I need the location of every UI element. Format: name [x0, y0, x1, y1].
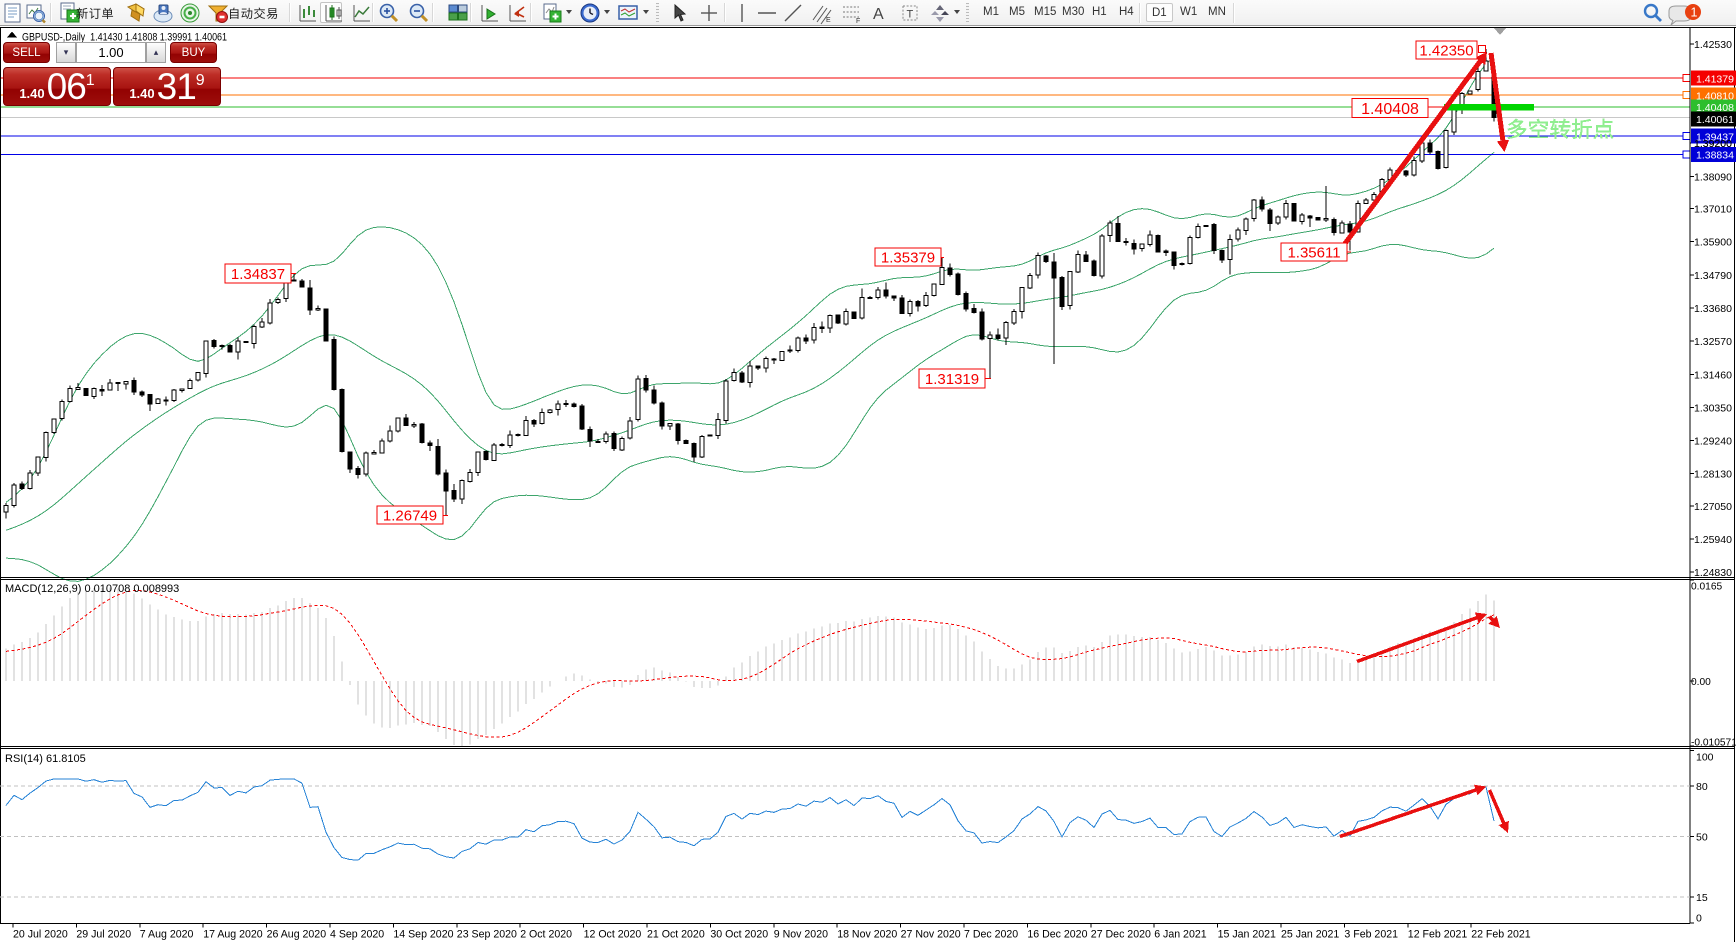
- svg-text:6 Jan 2021: 6 Jan 2021: [1154, 929, 1207, 941]
- svg-text:9 Nov 2020: 9 Nov 2020: [774, 929, 828, 941]
- svg-text:E: E: [826, 17, 831, 24]
- svg-text:1.38834: 1.38834: [1696, 150, 1734, 162]
- svg-text:1.41379: 1.41379: [1696, 73, 1734, 85]
- svg-text:17 Aug 2020: 17 Aug 2020: [203, 929, 263, 941]
- svg-text:1.33680: 1.33680: [1694, 303, 1732, 315]
- svg-text:23 Sep 2020: 23 Sep 2020: [457, 929, 517, 941]
- svg-text:27 Dec 2020: 27 Dec 2020: [1091, 929, 1151, 941]
- svg-text:21 Oct 2020: 21 Oct 2020: [647, 929, 705, 941]
- svg-text:7 Dec 2020: 7 Dec 2020: [964, 929, 1018, 941]
- svg-text:15: 15: [1696, 892, 1708, 904]
- svg-text:1.25940: 1.25940: [1694, 534, 1732, 546]
- svg-text:0.00: 0.00: [1691, 677, 1711, 688]
- svg-text:1.42350: 1.42350: [1419, 42, 1473, 59]
- svg-text:100: 100: [1696, 752, 1714, 764]
- svg-text:1.40810: 1.40810: [1696, 90, 1734, 102]
- svg-text:MACD(12,26,9) 0.010708 0.00899: MACD(12,26,9) 0.010708 0.008993: [5, 583, 179, 595]
- svg-text:12 Oct 2020: 12 Oct 2020: [584, 929, 642, 941]
- svg-text:7 Aug 2020: 7 Aug 2020: [140, 929, 194, 941]
- svg-text:1.31460: 1.31460: [1694, 369, 1732, 381]
- svg-text:1.29240: 1.29240: [1694, 436, 1732, 448]
- svg-text:1.27050: 1.27050: [1694, 501, 1732, 513]
- svg-text:1.35379: 1.35379: [881, 249, 935, 266]
- svg-text:1.38090: 1.38090: [1694, 171, 1732, 183]
- svg-text:1.31319: 1.31319: [925, 371, 979, 388]
- svg-text:1.42530: 1.42530: [1694, 39, 1732, 51]
- svg-text:1.37010: 1.37010: [1694, 204, 1732, 216]
- svg-text:14 Sep 2020: 14 Sep 2020: [393, 929, 453, 941]
- svg-text:80: 80: [1696, 781, 1708, 793]
- svg-text:1.28130: 1.28130: [1694, 469, 1732, 481]
- svg-text:1.34837: 1.34837: [231, 266, 285, 283]
- svg-text:4 Sep 2020: 4 Sep 2020: [330, 929, 384, 941]
- svg-text:RSI(14) 61.8105: RSI(14) 61.8105: [5, 753, 86, 765]
- svg-text:29 Jul 2020: 29 Jul 2020: [76, 929, 131, 941]
- svg-text:1.40061: 1.40061: [1696, 114, 1734, 126]
- svg-text:0.0165: 0.0165: [1691, 582, 1722, 593]
- svg-text:20 Jul 2020: 20 Jul 2020: [13, 929, 68, 941]
- svg-text:F: F: [856, 18, 860, 25]
- svg-text:1.32570: 1.32570: [1694, 336, 1732, 348]
- svg-text:GBPUSD-,Daily 1.41430 1.41808: GBPUSD-,Daily 1.41430 1.41808 1.39991 1.…: [22, 32, 227, 44]
- svg-text:15 Jan 2021: 15 Jan 2021: [1218, 929, 1276, 941]
- svg-text:T: T: [907, 9, 914, 21]
- svg-text:1.35611: 1.35611: [1287, 244, 1340, 261]
- svg-text:1: 1: [1691, 6, 1698, 20]
- svg-text:26 Aug 2020: 26 Aug 2020: [267, 929, 327, 941]
- svg-text:25 Jan 2021: 25 Jan 2021: [1281, 929, 1339, 941]
- svg-text:2 Oct 2020: 2 Oct 2020: [520, 929, 572, 941]
- svg-text:1.39437: 1.39437: [1696, 131, 1734, 143]
- svg-text:1.26749: 1.26749: [383, 507, 437, 524]
- svg-text:16 Dec 2020: 16 Dec 2020: [1027, 929, 1087, 941]
- svg-text:1.40408: 1.40408: [1696, 102, 1734, 114]
- svg-text:3 Feb 2021: 3 Feb 2021: [1344, 929, 1398, 941]
- svg-text:50: 50: [1696, 832, 1708, 844]
- svg-text:A: A: [873, 6, 884, 23]
- svg-text:1.24830: 1.24830: [1694, 567, 1732, 579]
- svg-text:30 Oct 2020: 30 Oct 2020: [710, 929, 768, 941]
- svg-text:0: 0: [1696, 913, 1702, 925]
- svg-text:1.35900: 1.35900: [1694, 237, 1732, 249]
- svg-text:1.30350: 1.30350: [1694, 402, 1732, 414]
- svg-text:1.34790: 1.34790: [1694, 270, 1732, 282]
- svg-text:1.40408: 1.40408: [1361, 101, 1419, 118]
- svg-text:18 Nov 2020: 18 Nov 2020: [837, 929, 897, 941]
- svg-text:-0.010571: -0.010571: [1691, 738, 1736, 749]
- svg-text:22 Feb 2021: 22 Feb 2021: [1471, 929, 1531, 941]
- svg-text:27 Nov 2020: 27 Nov 2020: [901, 929, 961, 941]
- svg-text:12 Feb 2021: 12 Feb 2021: [1408, 929, 1468, 941]
